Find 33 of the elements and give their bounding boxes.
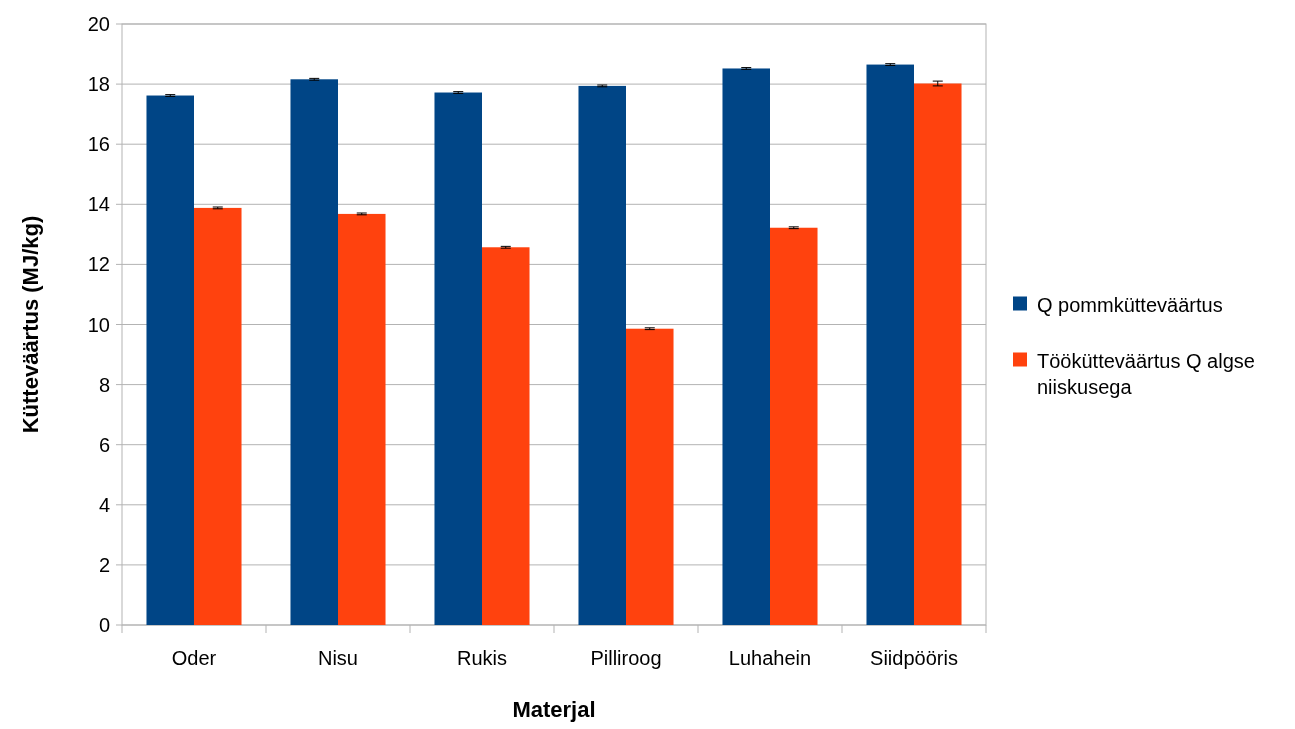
bar [722, 68, 770, 625]
bar [482, 247, 530, 625]
x-tick-label: Nisu [317, 647, 359, 669]
bar [866, 64, 914, 625]
y-tick-label: 8 [98, 373, 110, 396]
bar [770, 227, 818, 625]
x-tick-label: Siidpööris [870, 647, 958, 669]
y-tick-label: 16 [87, 133, 110, 156]
y-tick-label: 4 [98, 493, 110, 516]
y-tick-label: 18 [87, 73, 110, 96]
legend-label: Q pommkütteväärtus [1037, 293, 1223, 316]
y-tick-label: 14 [87, 193, 110, 216]
x-tick-label: Oder [171, 647, 217, 669]
x-tick-label: Rukis [456, 647, 508, 669]
x-axis-title: Materjal [512, 697, 596, 722]
bar [338, 213, 386, 625]
bar [434, 92, 482, 625]
y-tick-label: 2 [98, 553, 110, 576]
bar [914, 83, 962, 625]
y-tick-label: 20 [87, 13, 110, 35]
y-tick-label: 6 [98, 433, 110, 456]
legend-label: Töökütteväärtus Q algse niiskusega [1037, 349, 1255, 398]
bar [578, 85, 626, 625]
bar [626, 328, 674, 625]
bar [146, 95, 194, 625]
y-tick-label: 0 [98, 614, 110, 636]
y-tick-label: 12 [87, 253, 110, 276]
y-tick-label: 10 [87, 313, 110, 336]
bar [290, 79, 338, 625]
x-tick-label: Pilliroog [590, 647, 662, 669]
bar [194, 207, 242, 625]
y-axis-title: Kütteväärtus (MJ/kg) [18, 215, 43, 434]
x-tick-label: Luhahein [728, 647, 812, 669]
